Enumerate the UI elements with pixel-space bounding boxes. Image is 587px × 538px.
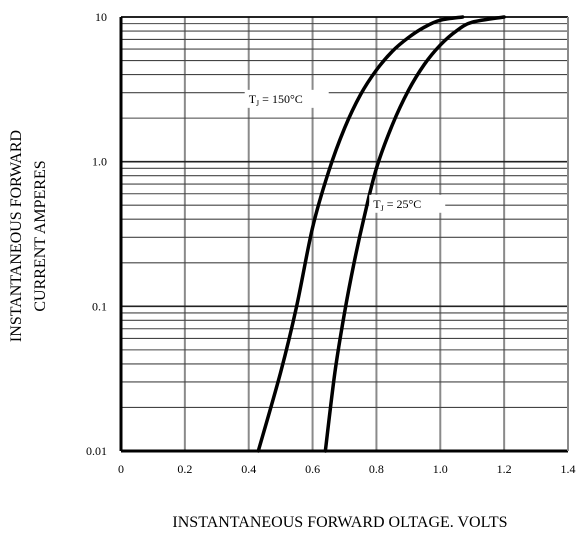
y-tick-label: 0.1 (92, 299, 107, 313)
curve-label-text: TJ = 150°C (249, 92, 303, 108)
curve-label-tj-150c: TJ = 150°C (244, 89, 329, 108)
x-tick-label: 0 (118, 462, 124, 476)
series-layer (256, 15, 506, 453)
curve-label-bg (244, 89, 329, 108)
labels: 0 0.2 0.4 0.6 0.8 1.0 1.2 1.4 0.01 0.1 1.0 10 TJ = 1… (86, 10, 576, 476)
x-tick-label: 1.0 (433, 462, 448, 476)
y-tick-label: 10 (95, 10, 107, 24)
y-axis-title-line1: INSTANTANEOUS FORWARD (8, 130, 25, 342)
curve-label-tj-25c: TJ = 25°C (369, 194, 446, 213)
x-axis-title: INSTANTANEOUS FORWARD OLTAGE. VOLTS (172, 514, 507, 531)
x-tick-label: 0.4 (241, 462, 256, 476)
y-tick-label: 0.01 (86, 444, 107, 458)
curve-label-bg (369, 194, 446, 213)
x-tick-label: 1.2 (497, 462, 512, 476)
y-tick-label: 1.0 (92, 155, 107, 169)
grid (120, 16, 569, 452)
x-tick-label: 0.6 (305, 462, 320, 476)
plot-frame (119, 16, 569, 453)
x-tick-label: 0.2 (177, 462, 192, 476)
series-line-tj-150c (256, 15, 465, 453)
y-axis-title-line2: CURRENT AMPERES (32, 160, 49, 311)
series-line-tj-25c (323, 15, 506, 453)
x-tick-label: 0.8 (369, 462, 384, 476)
x-tick-label: 1.4 (561, 462, 576, 476)
curve-label-text: TJ = 25°C (373, 197, 421, 213)
